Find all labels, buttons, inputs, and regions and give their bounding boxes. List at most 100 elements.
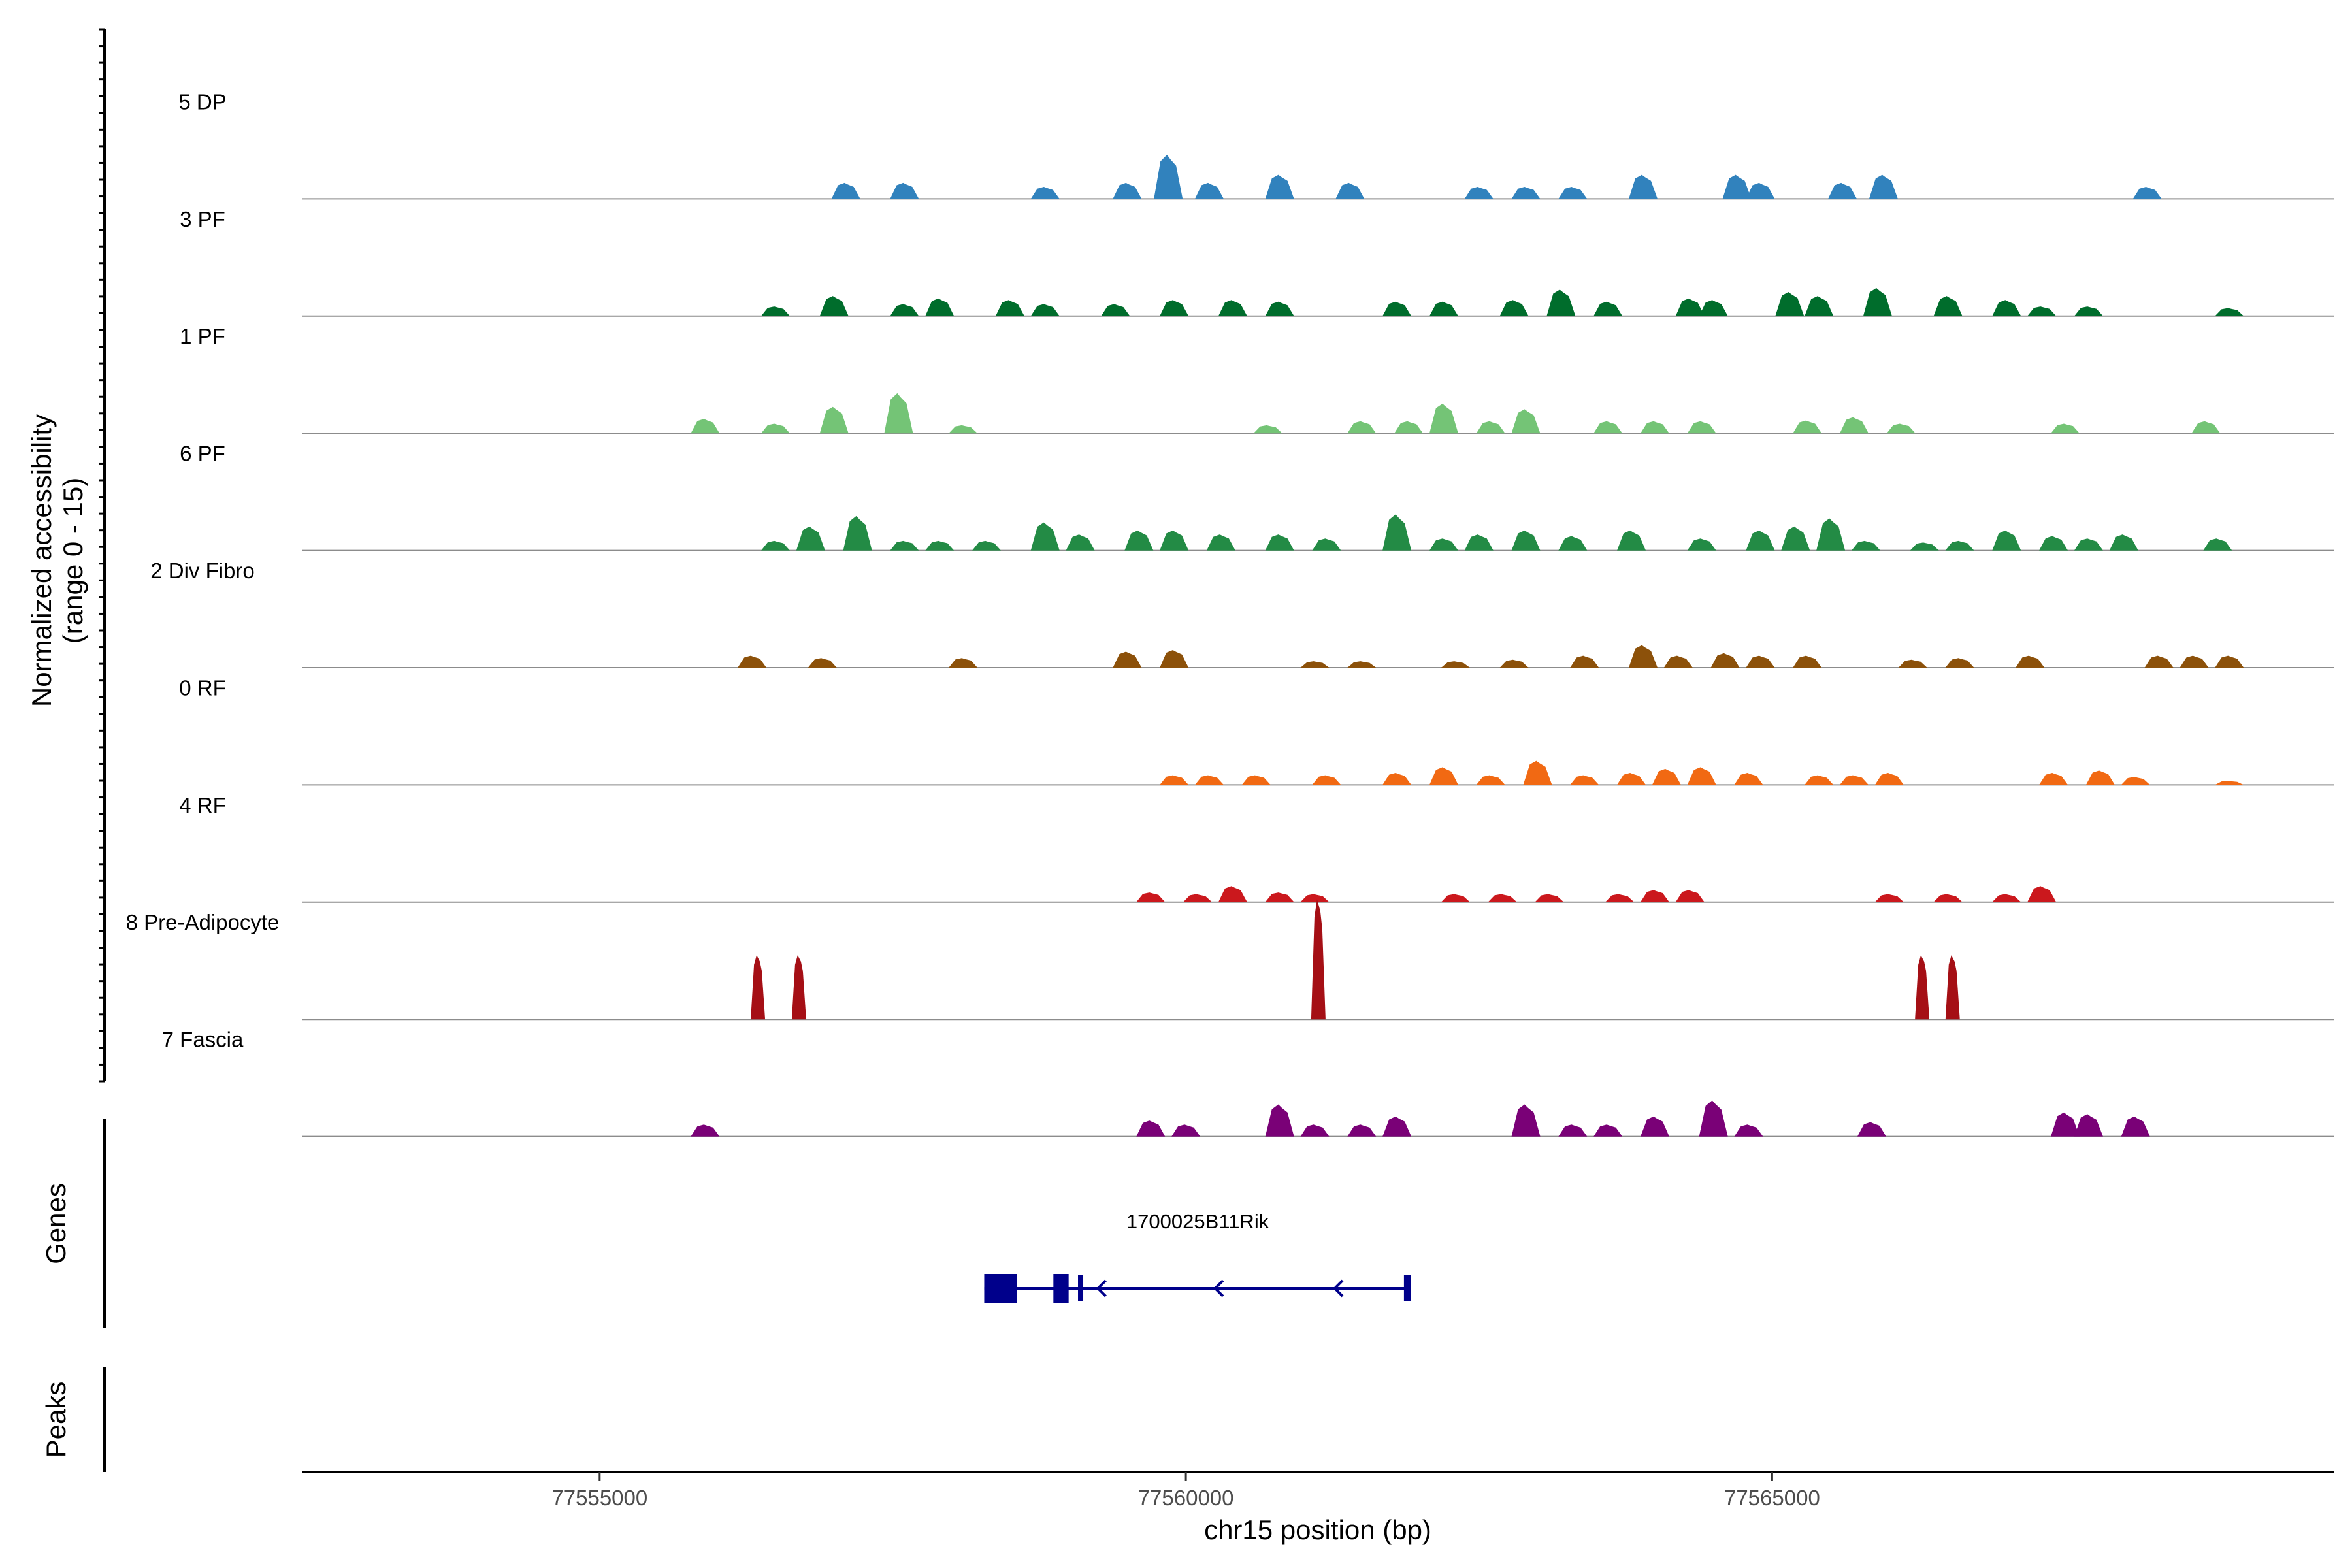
track-label: 8 Pre-Adipocyte bbox=[126, 910, 280, 934]
accessibility-peak bbox=[1640, 421, 1669, 434]
accessibility-peak bbox=[761, 540, 791, 551]
accessibility-peak bbox=[1869, 174, 1898, 199]
accessibility-peak bbox=[1652, 768, 1681, 785]
accessibility-peak bbox=[1101, 304, 1130, 316]
accessibility-peak bbox=[1030, 187, 1060, 199]
coverage-panel: 5 DP 3 PF 1 PF 6 PF 2 Div Fibro 0 RF 4 RF 8 Pre… bbox=[126, 90, 2334, 1137]
accessibility-peak bbox=[1617, 773, 1646, 785]
accessibility-peak bbox=[949, 425, 978, 434]
accessibility-peak bbox=[1347, 661, 1377, 668]
accessibility-peak bbox=[1840, 417, 1869, 434]
accessibility-peak bbox=[1311, 899, 1326, 1020]
accessibility-peak bbox=[1687, 767, 1716, 785]
track-label: 7 Fascia bbox=[162, 1028, 244, 1052]
accessibility-peak bbox=[1030, 304, 1060, 316]
accessibility-peak bbox=[1312, 538, 1341, 551]
y-axis-title-line1: Normalized accessibility bbox=[26, 414, 57, 707]
accessibility-peak bbox=[1840, 775, 1869, 785]
accessibility-peak bbox=[1910, 542, 1939, 551]
strand-arrow bbox=[1213, 1279, 1224, 1298]
accessibility-peak bbox=[2215, 308, 2244, 316]
accessibility-peak bbox=[1136, 892, 1166, 902]
accessibility-peak bbox=[1851, 540, 1880, 551]
accessibility-peak bbox=[1628, 174, 1658, 199]
accessibility-peak bbox=[1675, 298, 1705, 316]
accessibility-peak bbox=[2051, 423, 2080, 434]
accessibility-peak bbox=[2051, 1112, 2080, 1137]
accessibility-peak bbox=[1511, 187, 1541, 199]
accessibility-peak bbox=[1675, 890, 1705, 902]
accessibility-peak bbox=[796, 526, 825, 551]
accessibility-peak bbox=[1382, 514, 1412, 551]
accessibility-peak bbox=[1746, 655, 1775, 668]
accessibility-peak bbox=[1265, 174, 1294, 199]
accessibility-peak bbox=[1710, 653, 1740, 668]
accessibility-peak bbox=[1124, 530, 1154, 551]
accessibility-peak bbox=[1312, 775, 1341, 785]
accessibility-peak bbox=[2074, 538, 2103, 551]
accessibility-peak bbox=[890, 540, 919, 551]
accessibility-peak bbox=[995, 300, 1024, 316]
accessibility-peak bbox=[1499, 659, 1529, 668]
accessibility-peak bbox=[2180, 655, 2209, 668]
genes-panel: Genes 1700025B11Rik bbox=[41, 1119, 1411, 1328]
accessibility-peak bbox=[1218, 300, 1247, 316]
gene-name: 1700025B11Rik bbox=[1126, 1210, 1269, 1233]
accessibility-peak bbox=[1523, 760, 1552, 785]
accessibility-peak bbox=[761, 306, 791, 316]
accessibility-peak bbox=[1734, 773, 1763, 785]
accessibility-peak bbox=[1775, 292, 1805, 316]
accessibility-peak bbox=[1640, 890, 1669, 902]
accessibility-peak bbox=[1382, 301, 1412, 316]
accessibility-peak bbox=[1335, 182, 1365, 199]
accessibility-peak bbox=[1511, 530, 1541, 551]
accessibility-peak bbox=[1992, 894, 2021, 902]
accessibility-peak bbox=[751, 955, 766, 1020]
accessibility-peak bbox=[2191, 421, 2221, 434]
accessibility-peak bbox=[2215, 781, 2244, 785]
accessibility-peak bbox=[1945, 658, 1974, 668]
accessibility-peak bbox=[1265, 534, 1294, 551]
accessibility-peak bbox=[1617, 530, 1646, 551]
y-axis bbox=[99, 28, 106, 1083]
accessibility-peak bbox=[1546, 289, 1576, 316]
accessibility-peak bbox=[1874, 894, 1904, 902]
accessibility-peak bbox=[2121, 777, 2150, 785]
accessibility-peak bbox=[1628, 645, 1658, 668]
accessibility-peak bbox=[925, 298, 955, 316]
accessibility-peak bbox=[1300, 894, 1330, 902]
accessibility-peak bbox=[1241, 775, 1271, 785]
accessibility-peak bbox=[1476, 421, 1505, 434]
accessibility-peak bbox=[949, 658, 978, 668]
accessibility-peak bbox=[1511, 409, 1541, 434]
accessibility-peak bbox=[1476, 775, 1505, 785]
accessibility-peak bbox=[1874, 773, 1904, 785]
accessibility-peak bbox=[1781, 526, 1810, 551]
gene-model: 1700025B11Rik bbox=[984, 1210, 1411, 1303]
accessibility-peak bbox=[890, 304, 919, 316]
accessibility-peak bbox=[1992, 530, 2021, 551]
accessibility-peak bbox=[1265, 892, 1294, 902]
gene-exon bbox=[984, 1274, 1017, 1303]
accessibility-peak bbox=[1945, 955, 1960, 1020]
accessibility-peak bbox=[843, 515, 872, 551]
accessibility-peak bbox=[1300, 661, 1330, 668]
accessibility-peak bbox=[1558, 1124, 1588, 1137]
accessibility-peak bbox=[1734, 1124, 1763, 1137]
accessibility-peak bbox=[1441, 661, 1470, 668]
accessibility-peak bbox=[1171, 1124, 1201, 1137]
accessibility-peak bbox=[1570, 655, 1599, 668]
accessibility-peak bbox=[1886, 423, 1916, 434]
accessibility-peak bbox=[808, 658, 837, 668]
accessibility-peak bbox=[1218, 886, 1247, 902]
accessibility-peak bbox=[1605, 894, 1635, 902]
track-4: 6 PF bbox=[180, 442, 2334, 551]
accessibility-peak bbox=[1511, 1104, 1541, 1137]
accessibility-peak bbox=[1113, 182, 1142, 199]
gene-exon bbox=[1403, 1275, 1411, 1301]
accessibility-peak bbox=[1382, 773, 1412, 785]
accessibility-peak bbox=[2215, 655, 2244, 668]
accessibility-peak bbox=[1570, 775, 1599, 785]
accessibility-peak bbox=[1593, 1124, 1623, 1137]
accessibility-peak bbox=[1663, 655, 1693, 668]
